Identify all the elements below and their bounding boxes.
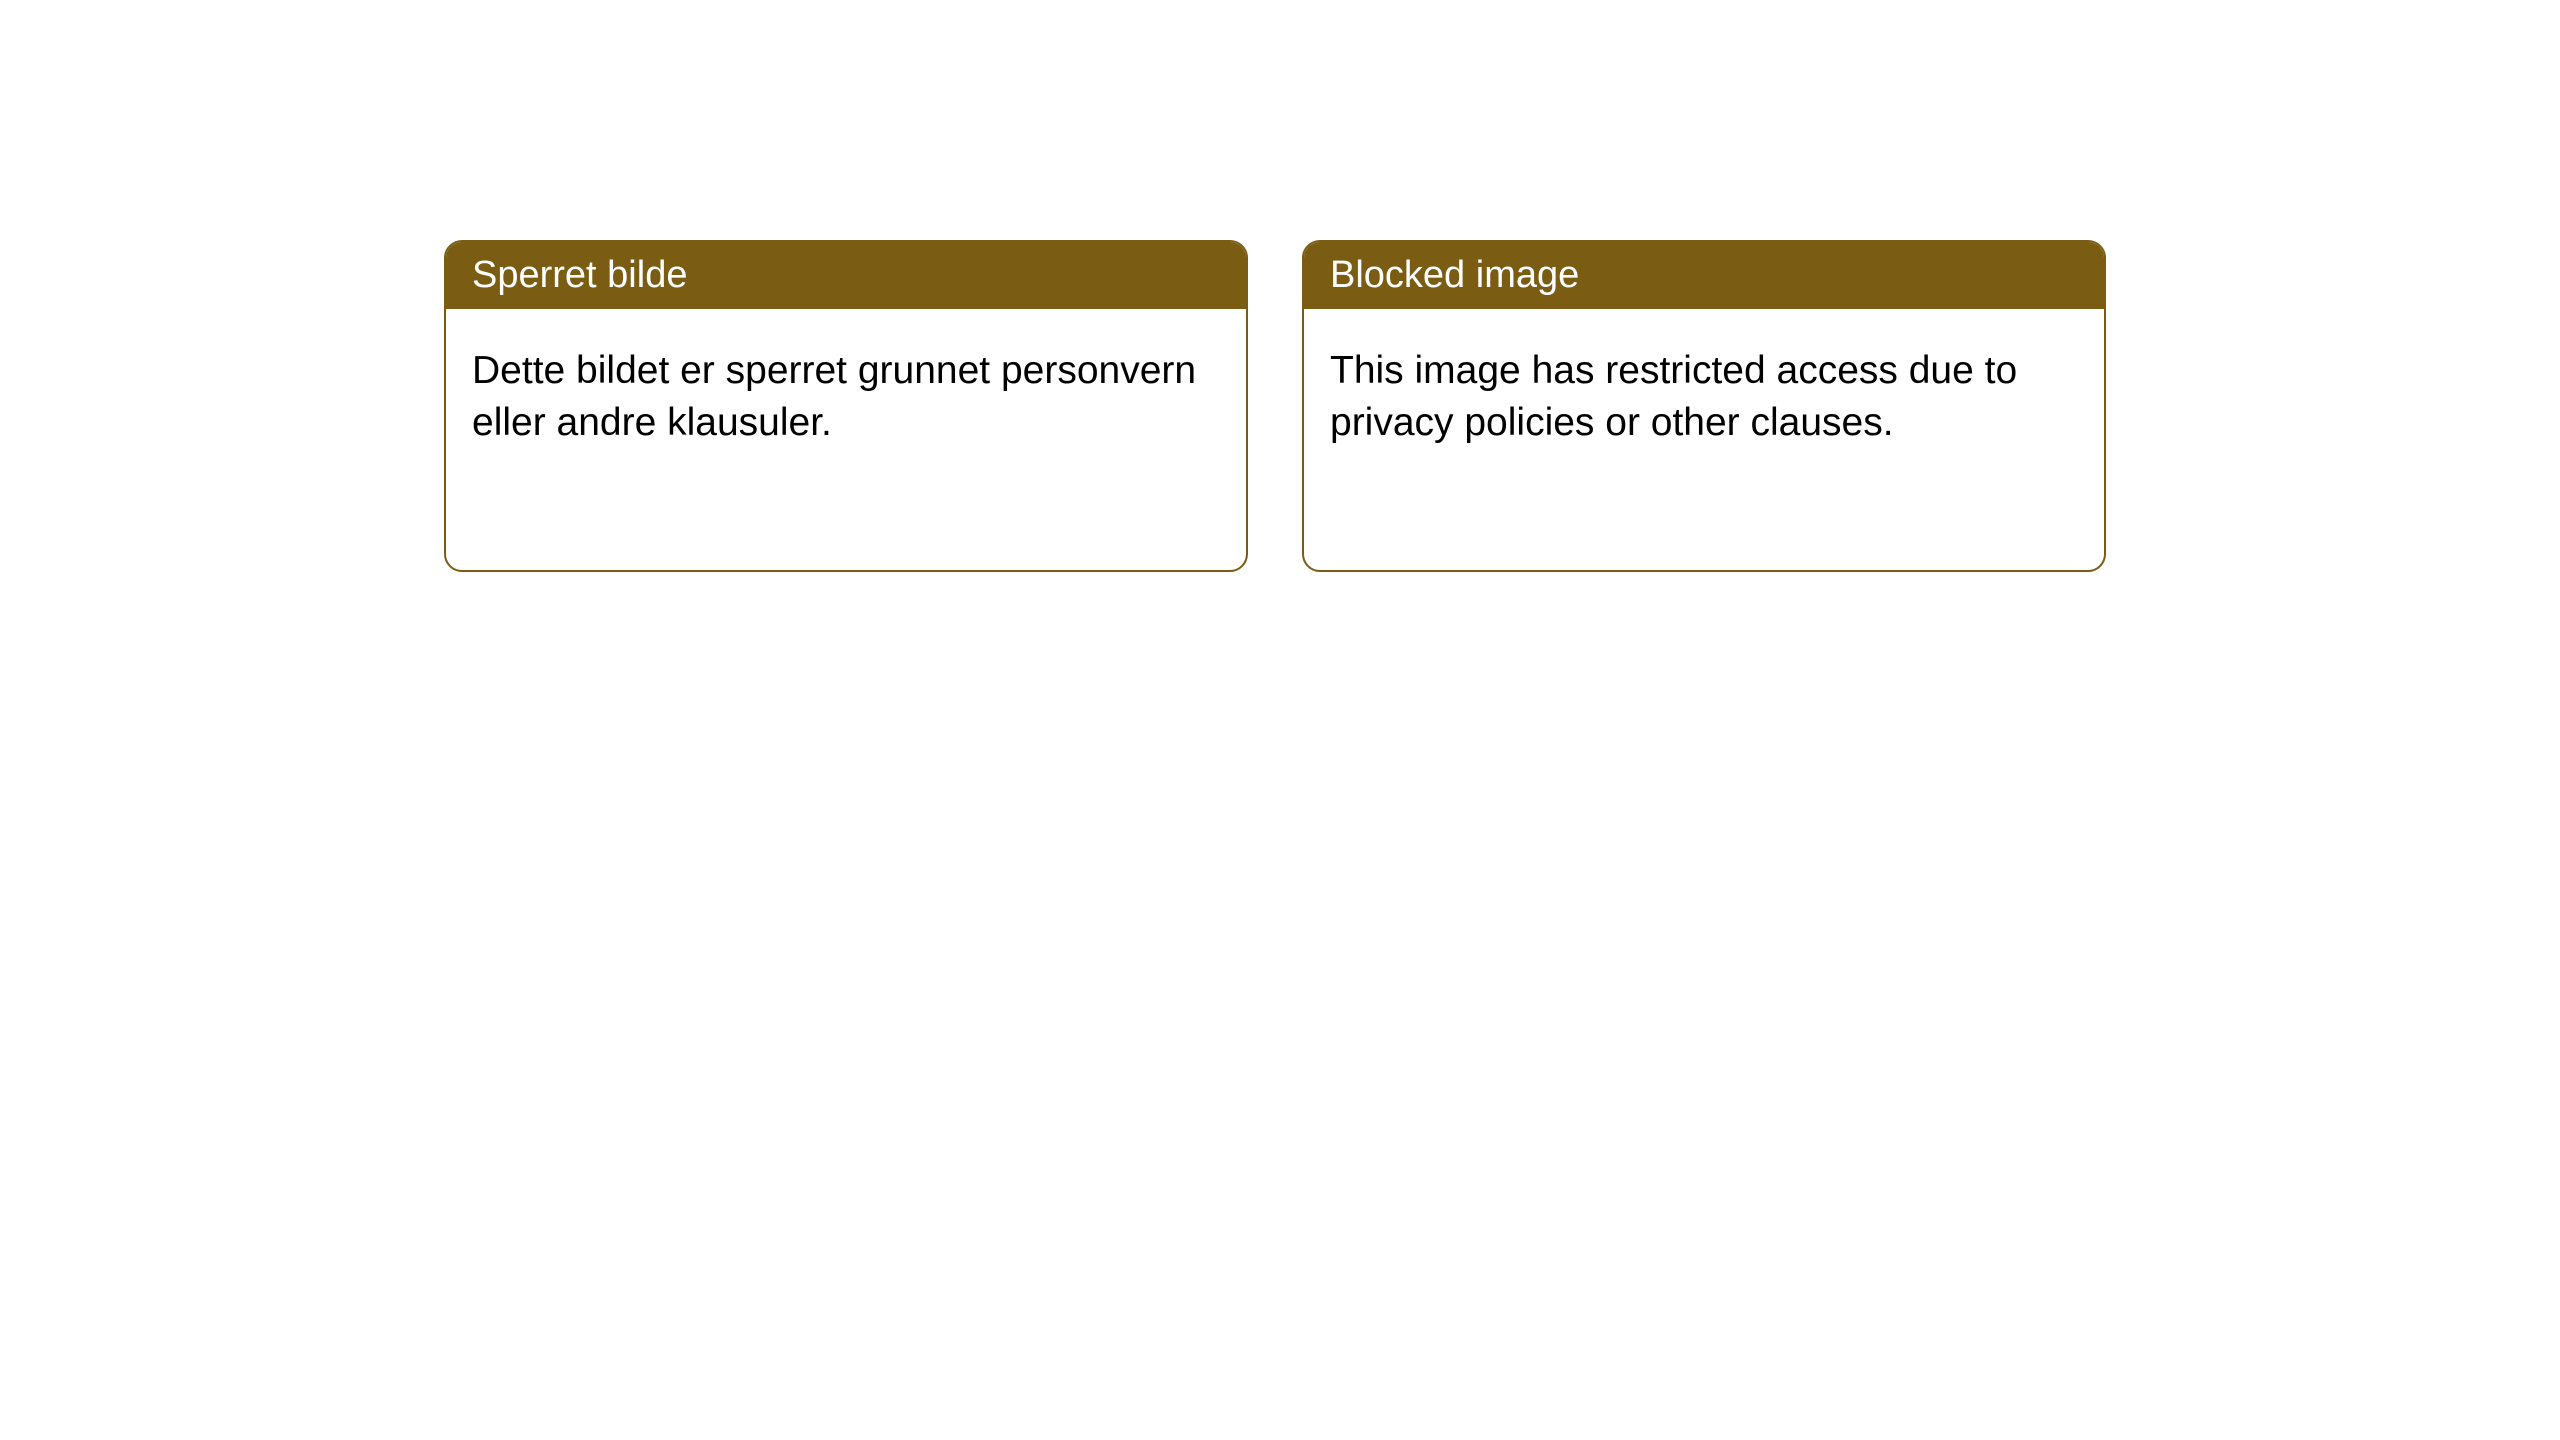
card-header: Sperret bilde <box>446 242 1246 309</box>
blocked-image-card-no: Sperret bilde Dette bildet er sperret gr… <box>444 240 1248 572</box>
cards-container: Sperret bilde Dette bildet er sperret gr… <box>444 240 2106 572</box>
card-header: Blocked image <box>1304 242 2104 309</box>
card-body: Dette bildet er sperret grunnet personve… <box>446 309 1246 485</box>
blocked-image-card-en: Blocked image This image has restricted … <box>1302 240 2106 572</box>
card-body: This image has restricted access due to … <box>1304 309 2104 485</box>
